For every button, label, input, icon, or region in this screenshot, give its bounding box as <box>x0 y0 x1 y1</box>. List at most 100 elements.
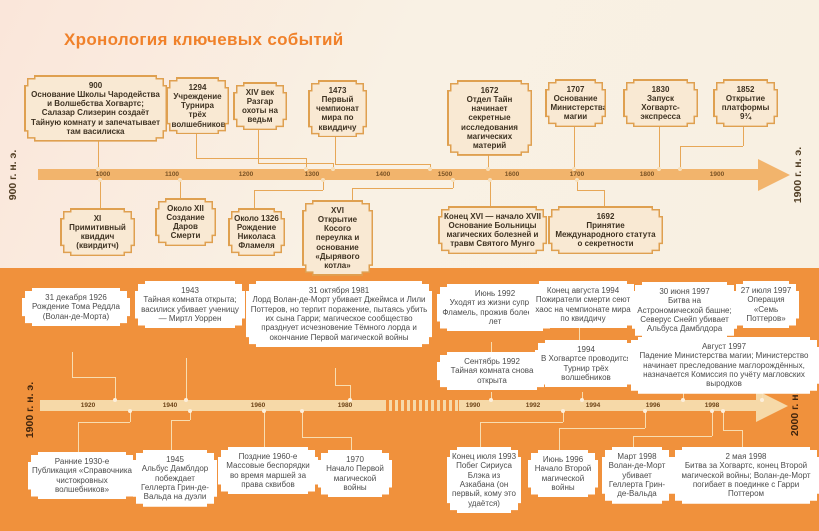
connector-line <box>190 411 191 420</box>
connector-line <box>264 411 265 453</box>
event-box-late-1960s: Поздние 1960-е Массовые беспорядки во вре… <box>218 447 318 494</box>
connector-line <box>180 180 181 205</box>
tick-label: 1900 <box>709 171 725 178</box>
connector-line <box>335 368 336 385</box>
connector-line <box>633 436 634 453</box>
timeline-dot <box>128 409 132 413</box>
event-box-1692: 1692 Принятие Международного статута о се… <box>548 206 663 254</box>
connector-line <box>78 422 130 423</box>
connector-line <box>723 430 742 431</box>
event-box-1473: 1473 Первый чемпионат мира по квиддичу <box>308 80 367 137</box>
connector-line <box>604 190 605 212</box>
event-box-sep-1992: Сентябрь 1992 Тайная комната снова открыт… <box>437 352 547 390</box>
tick-label: 1500 <box>437 171 453 178</box>
tick-label: 1920 <box>80 402 96 409</box>
event-box-2-may-1998: 2 мая 1998 Битва за Хогвартс, конец Второ… <box>672 447 819 504</box>
connector-line <box>258 126 259 163</box>
event-box-late-16th: Конец XVI — начало XVII Основание Больниц… <box>438 206 547 254</box>
connector-line <box>323 180 324 190</box>
timeline-dot <box>304 167 308 171</box>
timeline-dot <box>188 409 192 413</box>
connector-line <box>490 180 491 212</box>
connector-line <box>577 180 578 190</box>
timeline-dot <box>678 167 682 171</box>
connector-line <box>115 377 116 400</box>
connector-line <box>491 392 492 400</box>
timeline-dot <box>710 409 714 413</box>
event-box-late-aug-1994: Конец августа 1994 Пожиратели смерти сеют… <box>529 281 637 328</box>
connector-line <box>196 158 306 159</box>
timeline-break-hatch <box>383 400 459 411</box>
timeline-dot <box>98 178 102 182</box>
bottom-timeline-arrow-icon <box>756 390 788 422</box>
tick-label: 1992 <box>525 402 541 409</box>
connector-line <box>171 420 172 455</box>
timeline-dot <box>488 178 492 182</box>
connector-line <box>659 121 660 169</box>
tick-label: 1940 <box>162 402 178 409</box>
connector-line <box>430 164 431 169</box>
connector-line <box>72 352 73 377</box>
connector-line <box>302 411 303 437</box>
connector-line <box>302 437 351 438</box>
bottom-timeline-section: 1900 г. н. э. 2000 г. н. э. 1920 1940 19… <box>0 268 819 531</box>
event-box-late-jul-1993: Конец июля 1993 Побег Сириуса Блэка из Аз… <box>447 447 521 513</box>
timeline-dot <box>643 409 647 413</box>
timeline-dot <box>489 398 493 402</box>
timeline-dot <box>657 167 661 171</box>
connector-line <box>130 411 131 422</box>
connector-line <box>633 436 712 437</box>
timeline-dot <box>113 398 117 402</box>
top-axis-end-label: 1900 г. н. э. <box>792 146 804 204</box>
connector-line <box>480 422 563 423</box>
timeline-dot <box>721 409 725 413</box>
tick-label: 1960 <box>250 402 266 409</box>
tick-label: 1800 <box>639 171 655 178</box>
connector-line <box>574 122 575 169</box>
event-box-27-jul-1997: 27 июля 1997 Операция «Семь Поттеров» <box>733 281 799 328</box>
connector-line <box>453 180 454 188</box>
timeline-dot <box>348 398 352 402</box>
event-box-1830: 1830 Запуск Хогвартс-экспресса <box>623 79 698 127</box>
timeline-dot <box>300 409 304 413</box>
timeline-dot <box>178 178 182 182</box>
tick-label: 1994 <box>585 402 601 409</box>
event-box-1945: 1945 Альбус Дамблдор побеждает Геллерта Г… <box>133 450 217 507</box>
event-box-900: 900 Основание Школы Чародейства и Волшебс… <box>24 75 167 142</box>
page-title: Хронология ключевых событий <box>64 30 344 49</box>
top-timeline-section: Хронология ключевых событий 900 г. н. э.… <box>0 0 819 268</box>
tick-label: 1990 <box>465 402 481 409</box>
connector-line <box>258 163 333 164</box>
connector-line <box>645 411 646 428</box>
connector-line <box>480 422 481 453</box>
connector-line <box>680 146 743 147</box>
timeline-dot <box>486 167 490 171</box>
tick-label: 1300 <box>304 171 320 178</box>
connector-line <box>350 385 351 400</box>
event-box-31-dec-1926: 31 декабря 1926 Рождение Тома Реддла (Вол… <box>22 288 130 326</box>
timeline-dot <box>580 398 584 402</box>
connector-line <box>72 377 115 378</box>
connector-line <box>171 420 190 421</box>
connector-line <box>491 342 492 356</box>
timeline-dot <box>262 409 266 413</box>
event-box-31-oct-1981: 31 октября 1981 Лорд Волан-де-Морт убивае… <box>246 281 432 347</box>
connector-line <box>335 132 336 164</box>
connector-line <box>352 188 353 206</box>
timeline-dot <box>575 178 579 182</box>
event-box-11th-century: XI Примитивный квиддич (квирдитч) <box>60 208 135 256</box>
event-box-early-1930s: Ранние 1930-е Публикация «Справочника чис… <box>28 452 136 499</box>
timeline-dot <box>321 178 325 182</box>
event-box-14th-century: XIV век Разгар охоты на ведьм <box>233 82 287 130</box>
connector-line <box>254 190 255 215</box>
connector-line <box>563 411 564 422</box>
connector-line <box>742 430 743 453</box>
timeline-dot <box>561 409 565 413</box>
event-box-1672: 1672 Отдел Тайн начинает секретные исслед… <box>447 80 532 156</box>
tick-label: 1600 <box>504 171 520 178</box>
connector-line <box>78 422 79 458</box>
event-box-1707: 1707 Основание Министерства магии <box>545 79 606 127</box>
tick-label: 1700 <box>569 171 585 178</box>
event-box-1852: 1852 Открытие платформы 9¾ <box>713 79 778 127</box>
